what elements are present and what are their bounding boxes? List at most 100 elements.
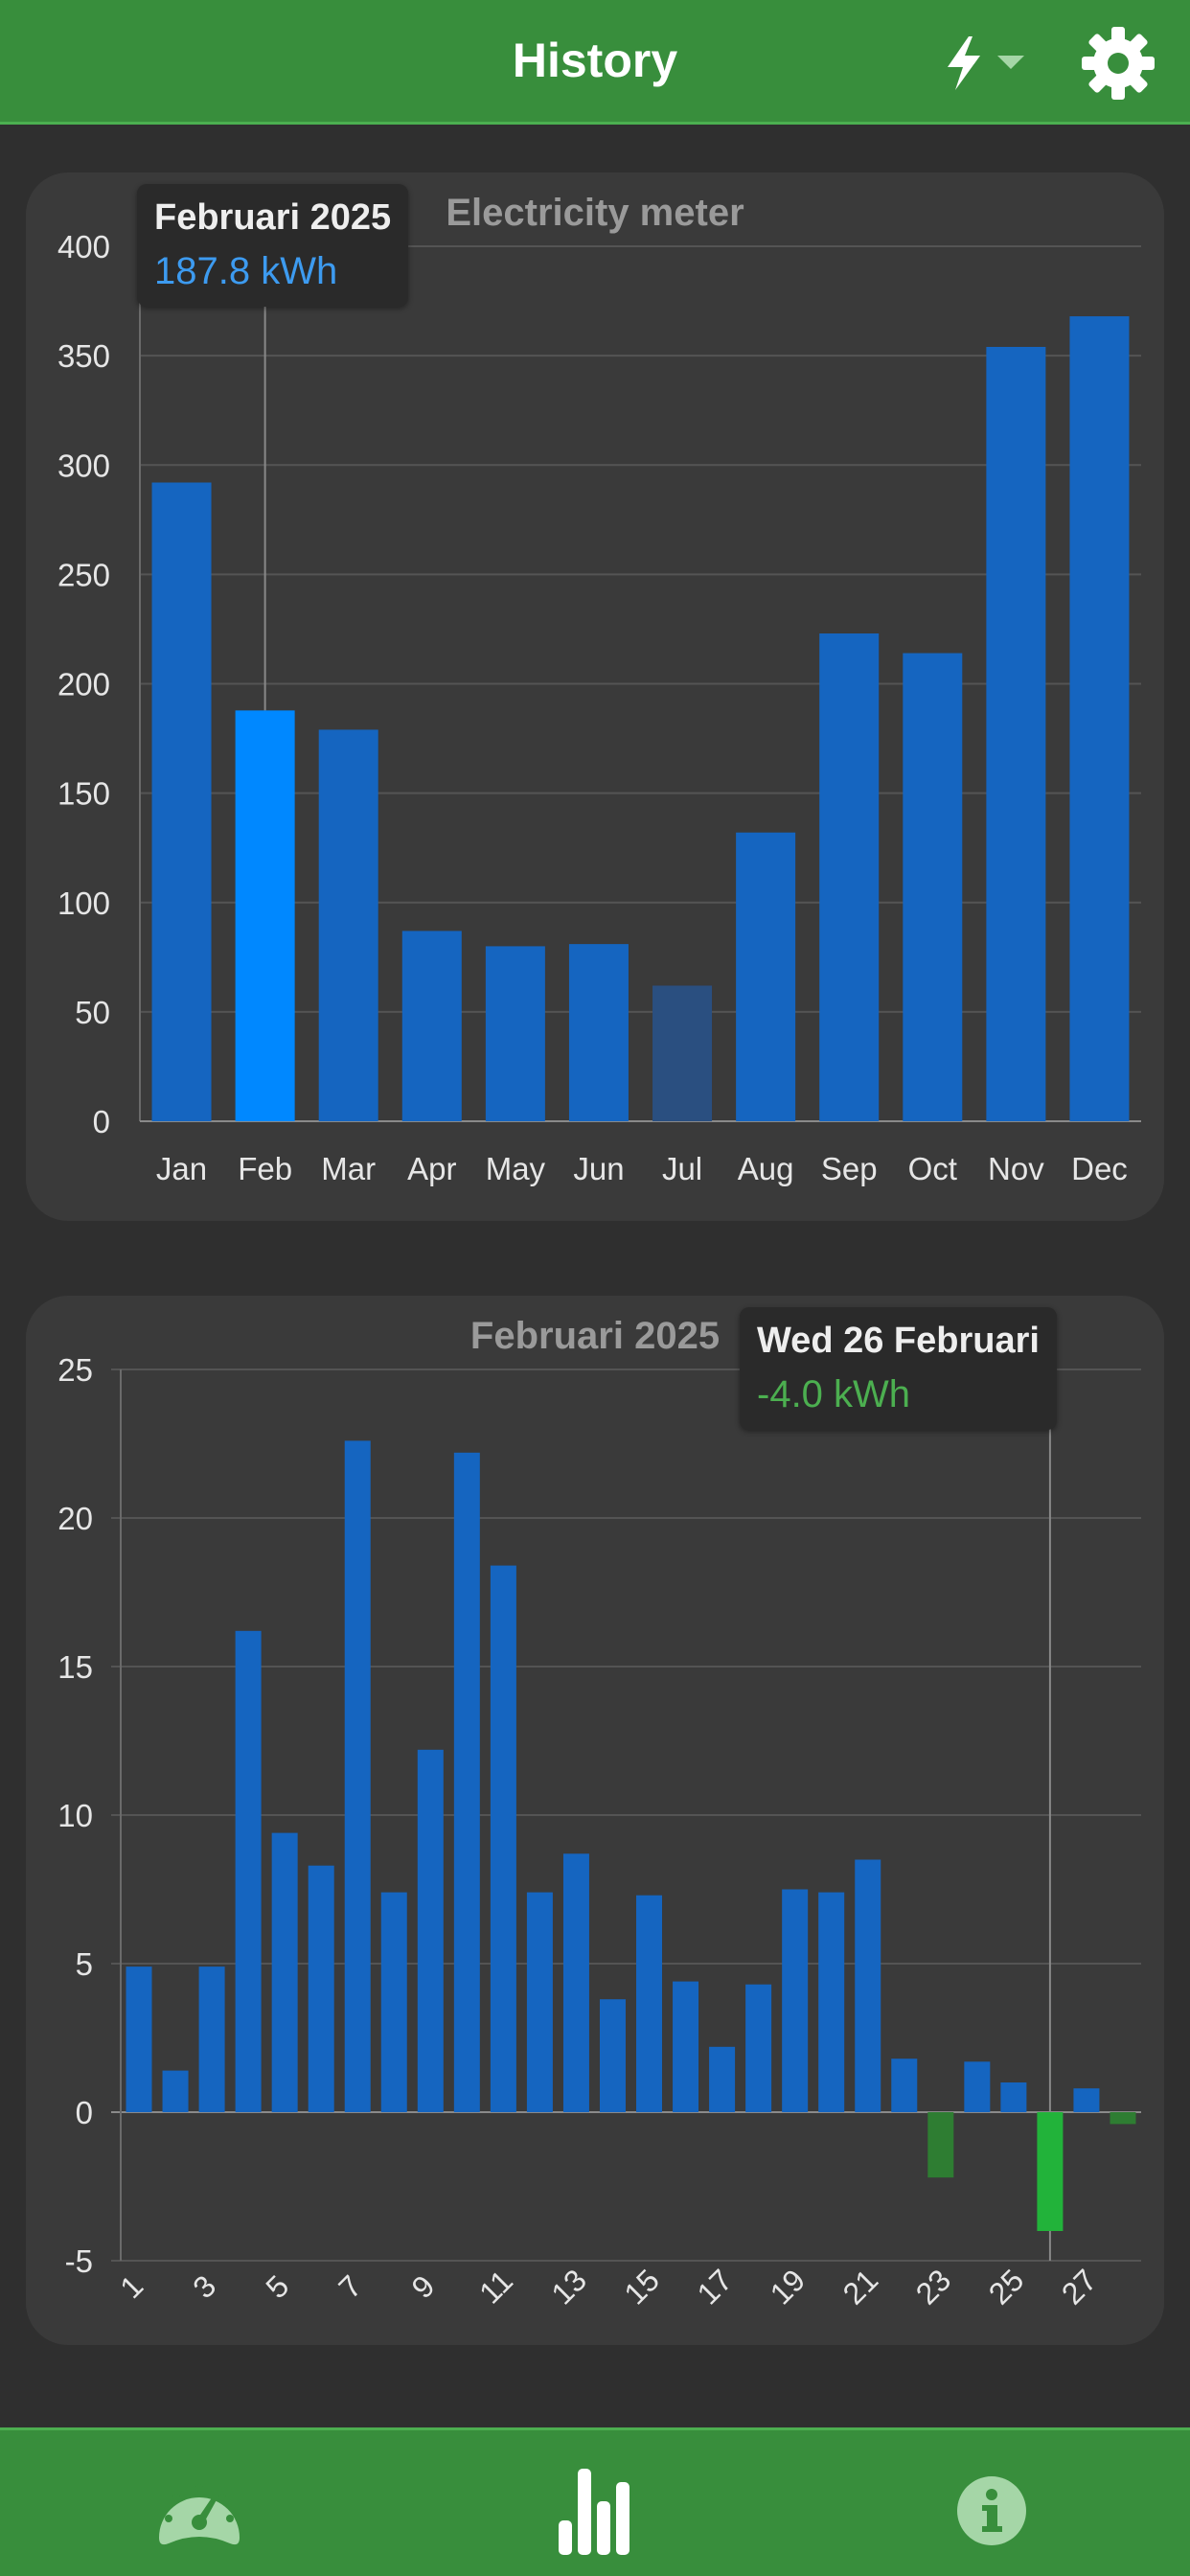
tooltip-value: 187.8 kWh (154, 250, 338, 292)
x-tick-label: May (486, 1151, 546, 1186)
bar-oct (903, 653, 963, 1121)
y-tick-label: 0 (93, 1104, 110, 1139)
bar-chart-icon (559, 2469, 629, 2555)
bar-day-16 (673, 1981, 699, 2112)
bar-day-21 (855, 1859, 881, 2112)
chart-title: Electricity meter (446, 192, 744, 234)
bar-day-6 (308, 1865, 334, 2112)
x-tick-label: 23 (909, 2263, 958, 2312)
tooltip-title: Februari 2025 (154, 197, 392, 238)
bar-day-10 (453, 1452, 480, 2112)
bar-sep (819, 633, 880, 1121)
nav-history-button[interactable] (547, 2469, 643, 2555)
settings-button[interactable] (1080, 25, 1156, 102)
y-tick-label: -5 (65, 2243, 93, 2279)
y-tick-label: 400 (57, 229, 110, 264)
x-tick-label: Jul (662, 1151, 702, 1186)
daily-tooltip: Wed 26 Februari -4.0 kWh (740, 1307, 1057, 1430)
bar-day-17 (709, 2046, 736, 2112)
bar-feb (235, 710, 295, 1121)
bar-aug (736, 832, 796, 1121)
bar-day-11 (490, 1565, 516, 2112)
bar-day-19 (782, 1889, 809, 2112)
x-tick-label: 11 (472, 2264, 519, 2311)
monthly-tooltip: Februari 2025 187.8 kWh (137, 184, 409, 307)
y-tick-label: 25 (57, 1352, 93, 1388)
monthly-bar-chart[interactable]: Electricity meter 0 50 100 150 200 250 300 350 40… (26, 172, 1164, 1221)
bar-day-22 (891, 2058, 918, 2112)
x-tick-label: 9 (405, 2268, 442, 2305)
x-tick-label: 1 (113, 2268, 149, 2305)
y-tick-label: 350 (57, 338, 110, 374)
bar-jan (151, 482, 212, 1121)
y-tick-label: 0 (76, 2095, 93, 2130)
bar-jul (652, 985, 713, 1121)
x-tick-label: Oct (908, 1151, 957, 1186)
x-tick-label: Nov (988, 1151, 1044, 1186)
bar-day-1 (126, 1966, 152, 2112)
x-tick-label: Feb (238, 1151, 292, 1186)
bar-day-18 (745, 1984, 772, 2112)
bar-day-26 (1037, 2112, 1064, 2231)
x-tick-label: 27 (1055, 2263, 1104, 2312)
x-tick-label: 21 (836, 2263, 885, 2312)
bar-jun (568, 944, 629, 1121)
x-tick-label: 17 (690, 2263, 739, 2312)
x-tick-label: 13 (544, 2263, 593, 2312)
bar-day-23 (927, 2112, 954, 2178)
bar-day-28 (1110, 2112, 1136, 2125)
x-tick-label: Mar (321, 1151, 376, 1186)
bar-day-14 (599, 1999, 626, 2112)
bar-day-12 (526, 1892, 553, 2112)
chevron-down-icon (997, 56, 1024, 69)
bar-day-4 (235, 1630, 262, 2112)
bar-day-24 (964, 2061, 991, 2112)
x-tick-label: Jan (156, 1151, 207, 1186)
page-title: History (512, 34, 678, 87)
y-tick-label: 250 (57, 557, 110, 592)
bar-nov (986, 346, 1046, 1121)
bar-day-20 (818, 1892, 845, 2112)
bar-day-7 (344, 1440, 371, 2112)
tooltip-value: -4.0 kWh (757, 1373, 911, 1415)
bar-mar (318, 729, 378, 1121)
app-header: History (0, 0, 1190, 125)
x-tick-label: 7 (332, 2268, 368, 2305)
y-tick-label: 15 (57, 1649, 93, 1685)
bar-day-5 (271, 1832, 298, 2112)
daily-chart-card: Februari 2025 -5 0 5 10 15 20 25 1 3 5 7 9 11 13 15 17 19… (26, 1296, 1164, 2345)
info-icon (957, 2476, 1026, 2545)
y-tick-label: 150 (57, 776, 110, 812)
y-tick-label: 5 (76, 1946, 93, 1982)
x-tick-label: Sep (821, 1151, 878, 1186)
x-tick-label: Apr (407, 1151, 456, 1186)
x-tick-label: 25 (982, 2263, 1031, 2312)
meter-selector[interactable] (944, 36, 1040, 90)
bar-dec (1069, 316, 1130, 1121)
y-tick-label: 200 (57, 667, 110, 702)
x-tick-label: 3 (186, 2268, 222, 2305)
bar-day-3 (198, 1966, 225, 2112)
nav-info-button[interactable] (944, 2469, 1040, 2555)
x-tick-label: Dec (1071, 1151, 1128, 1186)
x-tick-label: Aug (738, 1151, 794, 1186)
y-tick-label: 300 (57, 448, 110, 483)
bar-day-27 (1073, 2088, 1100, 2112)
x-tick-label: 5 (259, 2268, 295, 2305)
gear-icon (1082, 27, 1155, 100)
tooltip-title: Wed 26 Februari (757, 1321, 1040, 1361)
y-tick-label: 20 (57, 1501, 93, 1536)
nav-live-button[interactable] (151, 2469, 247, 2555)
speedometer-icon (159, 2484, 240, 2545)
bar-day-25 (1000, 2082, 1027, 2112)
y-tick-label: 100 (57, 886, 110, 921)
chart-title: Februari 2025 (470, 1315, 720, 1357)
y-tick-label: 50 (75, 995, 110, 1030)
x-tick-label: Jun (573, 1151, 624, 1186)
bolt-icon (948, 36, 980, 90)
x-tick-label: 19 (764, 2263, 812, 2312)
monthly-chart-card: Electricity meter 0 50 100 150 200 250 300 350 40… (26, 172, 1164, 1221)
bar-may (485, 946, 545, 1121)
y-tick-label: 10 (57, 1798, 93, 1833)
